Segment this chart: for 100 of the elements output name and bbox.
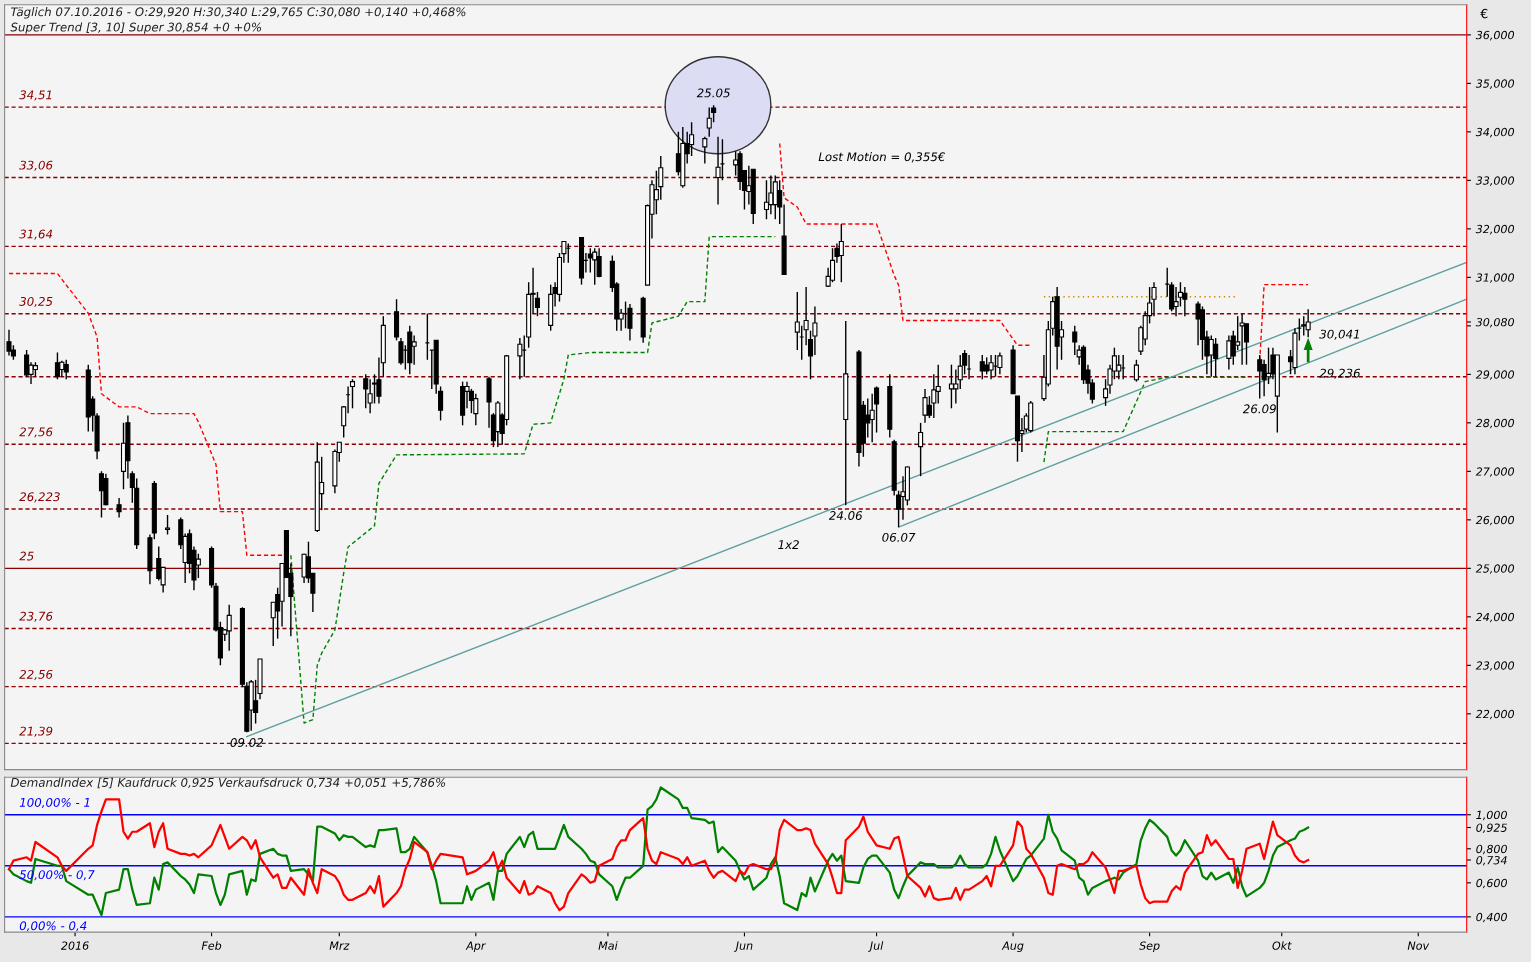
candlestick <box>438 385 444 422</box>
annotation: 09.02 <box>230 738 263 747</box>
candlestick <box>706 106 712 138</box>
candlestick <box>1182 286 1188 317</box>
y-tick-label: 0,734 <box>1476 855 1507 866</box>
candlestick <box>1213 337 1219 378</box>
candlestick <box>1257 354 1263 400</box>
y-tick-label: 0,800 <box>1476 844 1507 855</box>
y-tick-label: 0,925 <box>1476 823 1507 834</box>
chart-title: Täglich 07.10.2016 - O:29,920 H:30,340 L:29,765 C:30,080 +0,140 +0,468% <box>10 7 466 19</box>
candlestick <box>627 303 633 342</box>
candlestick <box>411 334 417 366</box>
text: Super Trend [3, 10] Super 30,854 +0 +0% <box>10 22 262 34</box>
candlestick <box>715 136 721 206</box>
x-tick-label: Jul <box>868 941 884 952</box>
x-tick-label: 2016 <box>60 941 89 950</box>
x-tick-label: Jun <box>733 941 753 952</box>
candlestick <box>763 179 770 220</box>
annotation: 1x2 <box>778 540 799 549</box>
x-tick-label: Okt <box>1272 941 1292 950</box>
ref-line-label: 25 <box>19 551 34 561</box>
y-tick-label: 24,000 <box>1475 612 1515 623</box>
y-tick-label: 0,600 <box>1476 878 1507 889</box>
ref-line-label: 34,51 <box>19 90 52 101</box>
y-tick-label: 26,000 <box>1475 515 1515 526</box>
candlestick <box>1305 308 1311 338</box>
x-tick-label: Mai <box>598 941 618 950</box>
candlestick <box>918 422 924 477</box>
annotation: 29,236 <box>1319 368 1361 379</box>
candlestick <box>1173 286 1179 317</box>
annotation: 06.07 <box>882 532 916 542</box>
x-tick-label: Aug <box>1001 941 1024 952</box>
y-tick-label: 27,000 <box>1475 467 1515 477</box>
candlestick <box>829 247 836 283</box>
candlestick <box>948 363 954 409</box>
ref-line-label: 30,25 <box>19 296 53 308</box>
candlestick <box>1072 325 1078 356</box>
y-tick-label: 29,000 <box>1475 370 1515 380</box>
candlestick <box>473 393 479 426</box>
y-tick-label: 34,000 <box>1475 127 1515 138</box>
y-tick-label: 28,000 <box>1475 418 1515 429</box>
annotation: 24.06 <box>828 511 863 520</box>
ref-line-label: 31,64 <box>19 229 53 240</box>
y-tick-label: 0,400 <box>1476 912 1507 923</box>
candlestick <box>367 378 373 414</box>
candlestick <box>922 388 928 424</box>
x-tick-label: Mrz <box>329 941 350 950</box>
line-series <box>246 261 1467 738</box>
candlestick <box>1226 334 1232 371</box>
candlestick <box>1133 359 1139 383</box>
ref-line-label: 22,56 <box>19 669 53 681</box>
ref-line-label: 33,06 <box>19 160 53 171</box>
annotation: 30,041 <box>1319 329 1359 340</box>
y-tick-label: 23,000 <box>1475 661 1515 671</box>
candlestick <box>6 329 12 357</box>
candlestick <box>398 337 404 366</box>
y-tick-label: 31,000 <box>1475 273 1515 283</box>
candlestick <box>988 354 994 380</box>
candlestick <box>587 247 593 274</box>
y-tick-label: 32,000 <box>1475 224 1515 235</box>
annotation: 0,00% - 0,4 <box>19 921 87 932</box>
x-tick-label: Apr <box>465 941 486 952</box>
annotation: 25.05 <box>696 88 730 98</box>
ref-line-label: 100,00% - 1 <box>19 797 90 809</box>
y-tick-label: 22,000 <box>1475 709 1515 720</box>
candlestick <box>768 174 774 216</box>
y-tick-label: 1,000 <box>1476 810 1507 821</box>
candlestick <box>156 545 162 582</box>
chart-title: DemandIndex [5] Kaufdruck 0,925 Verkaufsdruck 0,734 +0,051 +5,786% <box>10 777 446 789</box>
candlestick <box>1239 313 1245 366</box>
ref-line-label: 27,56 <box>19 427 53 438</box>
y-axis-title: € <box>1480 8 1488 19</box>
candlestick <box>931 373 937 419</box>
candlestick <box>349 378 356 409</box>
candlestick <box>517 337 523 380</box>
candlestick <box>363 373 369 409</box>
candlestick <box>116 497 122 519</box>
candlestick <box>953 368 959 405</box>
ref-line-label: 26,223 <box>19 492 60 503</box>
candlestick <box>1116 354 1122 380</box>
x-tick-label: Feb <box>201 941 222 950</box>
ref-line-label: 21,39 <box>19 726 53 737</box>
y-tick-label: 35,000 <box>1475 79 1515 89</box>
candlestick <box>195 553 201 579</box>
x-tick-label: Sep <box>1139 941 1160 952</box>
candlestick <box>592 247 598 286</box>
candlestick <box>1301 315 1307 337</box>
y-tick-label: 33,000 <box>1475 176 1515 186</box>
candlestick <box>702 136 708 165</box>
candlestick <box>165 514 171 536</box>
candlestick <box>979 354 985 380</box>
annotation: Lost Motion = 0,355€ <box>818 152 946 163</box>
y-tick-label: 30,080 <box>1475 317 1515 328</box>
candlestick <box>838 223 844 283</box>
y-tick-label: 36,000 <box>1475 30 1515 41</box>
candlestick <box>997 351 1003 376</box>
annotation: 26.09 <box>1242 404 1276 414</box>
x-tick-label: Nov <box>1407 941 1430 950</box>
y-tick-label: 25,000 <box>1475 564 1515 574</box>
ref-line-label: 23,76 <box>19 611 53 622</box>
